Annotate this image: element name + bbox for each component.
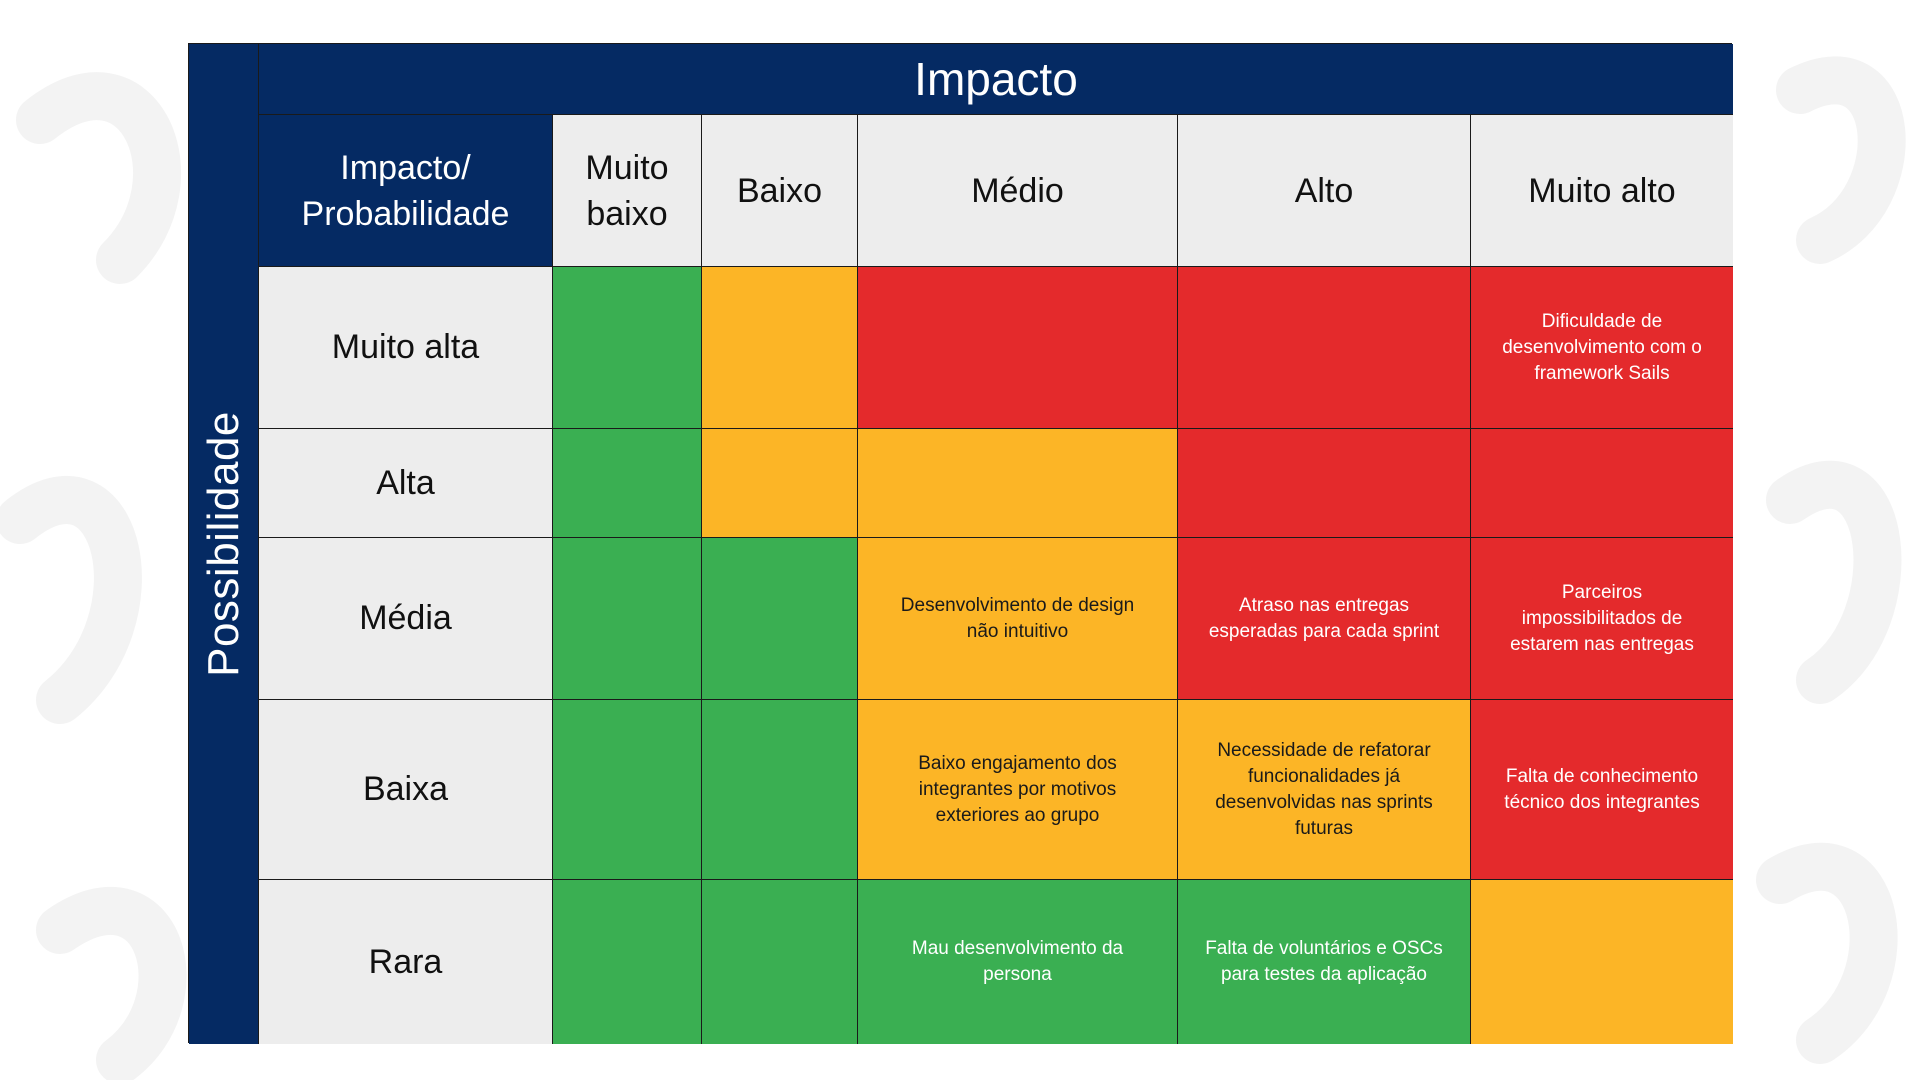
- risk-matrix: Possibilidade Impacto Impacto/ Probabili…: [188, 43, 1733, 1044]
- matrix-cell: [858, 267, 1178, 429]
- risk-text: Parceiros impossibilitados de estarem na…: [1510, 581, 1694, 655]
- row-header-media: Média: [259, 538, 553, 700]
- risk-text: Mau desenvolvimento da persona: [911, 938, 1124, 985]
- impact-axis-title: Impacto: [914, 53, 1078, 105]
- matrix-cell: Mau desenvolvimento da persona: [858, 880, 1178, 1044]
- row-header-alta: Alta: [259, 429, 553, 538]
- matrix-cell: Falta de voluntários e OSCs para testes …: [1178, 880, 1471, 1044]
- matrix-cell: [702, 429, 858, 538]
- risk-text: Falta de conhecimento técnico dos integr…: [1504, 765, 1700, 813]
- risk-text: Dificuldade de desenvolvimento com o fra…: [1502, 310, 1702, 384]
- column-header-alto: Alto: [1178, 115, 1471, 267]
- matrix-cell: [702, 267, 858, 429]
- matrix-cell: Necessidade de refatorar funcionalidades…: [1178, 700, 1471, 880]
- matrix-cell: [858, 429, 1178, 538]
- matrix-cell: [553, 538, 702, 700]
- matrix-cell: [553, 429, 702, 538]
- risk-text: Baixo engajamento dos integrantes por mo…: [918, 752, 1117, 826]
- matrix-cell: [1471, 429, 1733, 538]
- matrix-cell: Falta de conhecimento técnico dos integr…: [1471, 700, 1733, 880]
- corner-header: Impacto/ Probabilidade: [259, 115, 553, 267]
- row-header-baixa: Baixa: [259, 700, 553, 880]
- matrix-cell: [702, 880, 858, 1044]
- matrix-cell: [702, 538, 858, 700]
- matrix-cell: Atraso nas entregas esperadas para cada …: [1178, 538, 1471, 700]
- corner-label-line-2: Probabilidade: [301, 194, 510, 233]
- column-header-medio: Médio: [858, 115, 1178, 267]
- risk-text: Falta de voluntários e OSCs para testes …: [1205, 938, 1443, 985]
- matrix-cell: Baixo engajamento dos integrantes por mo…: [858, 700, 1178, 880]
- probability-axis-bar: Possibilidade: [189, 44, 259, 1044]
- corner-label-line-1: Impacto/: [340, 148, 471, 187]
- matrix-cell: [553, 700, 702, 880]
- risk-text: Desenvolvimento de design não intuitivo: [900, 594, 1135, 642]
- impact-axis-bar: Impacto: [259, 44, 1733, 115]
- column-header-label: Alto: [1294, 171, 1354, 210]
- risk-text: Atraso nas entregas esperadas para cada …: [1208, 594, 1440, 642]
- row-header-label: Muito alta: [331, 328, 480, 366]
- matrix-cell: [553, 880, 702, 1044]
- column-header-label: Baixo: [736, 171, 823, 210]
- risk-text: Necessidade de refatorar funcionalidades…: [1215, 739, 1433, 839]
- matrix-cell: [1471, 880, 1733, 1044]
- row-header-rara: Rara: [259, 880, 553, 1044]
- matrix-cell: [553, 267, 702, 429]
- column-header-line-1: Muito: [585, 148, 669, 187]
- column-header-baixo: Baixo: [702, 115, 858, 267]
- matrix-cell: [1178, 429, 1471, 538]
- matrix-cell: [702, 700, 858, 880]
- column-header-label: Médio: [971, 171, 1064, 210]
- row-header-label: Baixa: [362, 770, 449, 808]
- probability-axis-title: Possibilidade: [198, 411, 248, 677]
- column-header-line-2: baixo: [586, 194, 668, 233]
- column-header-label: Muito alto: [1528, 171, 1676, 210]
- matrix-cell: Parceiros impossibilitados de estarem na…: [1471, 538, 1733, 700]
- row-header-label: Alta: [376, 463, 435, 502]
- matrix-cell: [1178, 267, 1471, 429]
- matrix-cell: Dificuldade de desenvolvimento com o fra…: [1471, 267, 1733, 429]
- column-header-muito-alto: Muito alto: [1471, 115, 1733, 267]
- row-header-muito-alta: Muito alta: [259, 267, 553, 429]
- column-header-muito-baixo: Muito baixo: [553, 115, 702, 267]
- row-header-label: Média: [359, 599, 452, 637]
- matrix-cell: Desenvolvimento de design não intuitivo: [858, 538, 1178, 700]
- row-header-label: Rara: [368, 942, 443, 981]
